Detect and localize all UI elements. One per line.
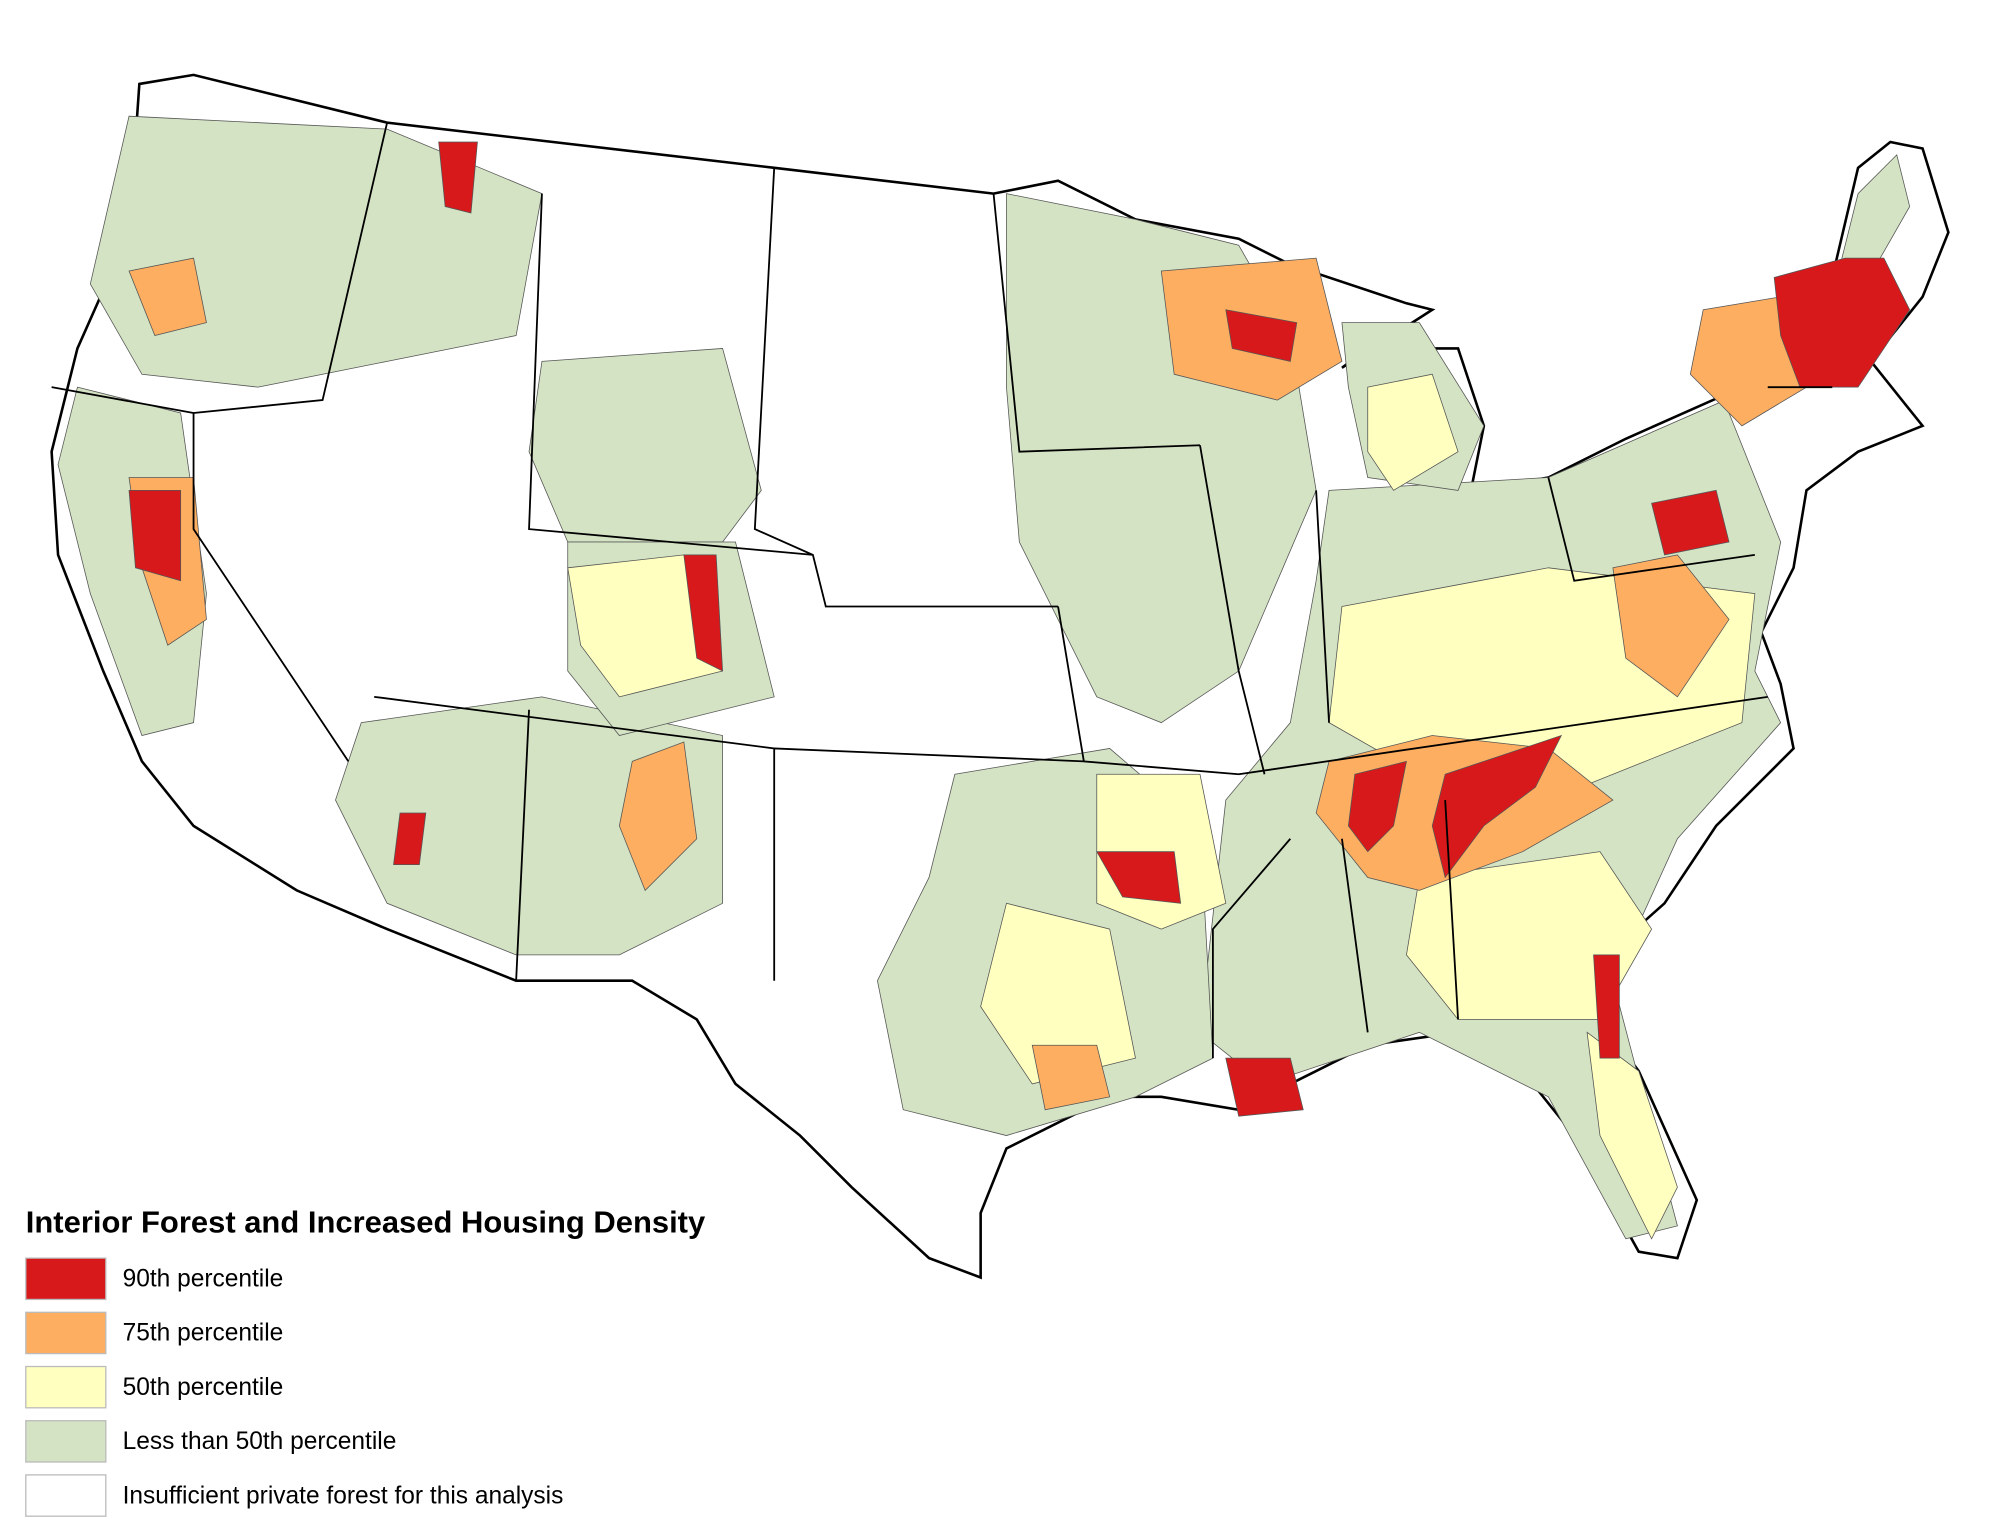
region bbox=[393, 812, 427, 865]
region bbox=[1367, 373, 1459, 491]
region bbox=[1096, 851, 1182, 904]
legend-label: 50th percentile bbox=[123, 1374, 284, 1401]
region bbox=[567, 554, 724, 698]
legend-swatch bbox=[25, 1257, 107, 1301]
legend-label: Less than 50th percentile bbox=[123, 1428, 397, 1455]
region bbox=[128, 489, 182, 582]
region bbox=[1593, 954, 1620, 1059]
region bbox=[1225, 1057, 1304, 1117]
region bbox=[1347, 760, 1407, 853]
legend-label: 90th percentile bbox=[123, 1266, 284, 1293]
state-border bbox=[51, 122, 1833, 1059]
legend-swatch bbox=[25, 1311, 107, 1355]
legend-swatch bbox=[25, 1365, 107, 1409]
region bbox=[1431, 734, 1563, 879]
region bbox=[1586, 1031, 1678, 1240]
region bbox=[528, 348, 762, 543]
region bbox=[57, 386, 207, 737]
region bbox=[618, 741, 698, 892]
legend-label: Insufficient private forest for this ana… bbox=[123, 1482, 564, 1509]
region bbox=[1773, 257, 1911, 388]
region bbox=[1031, 1044, 1111, 1111]
region bbox=[128, 257, 207, 337]
legend-label: 75th percentile bbox=[123, 1320, 284, 1347]
region bbox=[683, 554, 724, 672]
region bbox=[1225, 309, 1298, 362]
legend-title: Interior Forest and Increased Housing De… bbox=[26, 1204, 706, 1239]
legend-swatch bbox=[25, 1474, 107, 1517]
watershed-areas bbox=[57, 115, 1911, 1240]
legend: Interior Forest and Increased Housing De… bbox=[25, 1204, 706, 1517]
legend-swatch bbox=[25, 1420, 107, 1463]
region bbox=[1651, 489, 1730, 556]
region bbox=[1612, 554, 1730, 698]
region bbox=[1689, 296, 1807, 427]
region bbox=[438, 141, 478, 214]
